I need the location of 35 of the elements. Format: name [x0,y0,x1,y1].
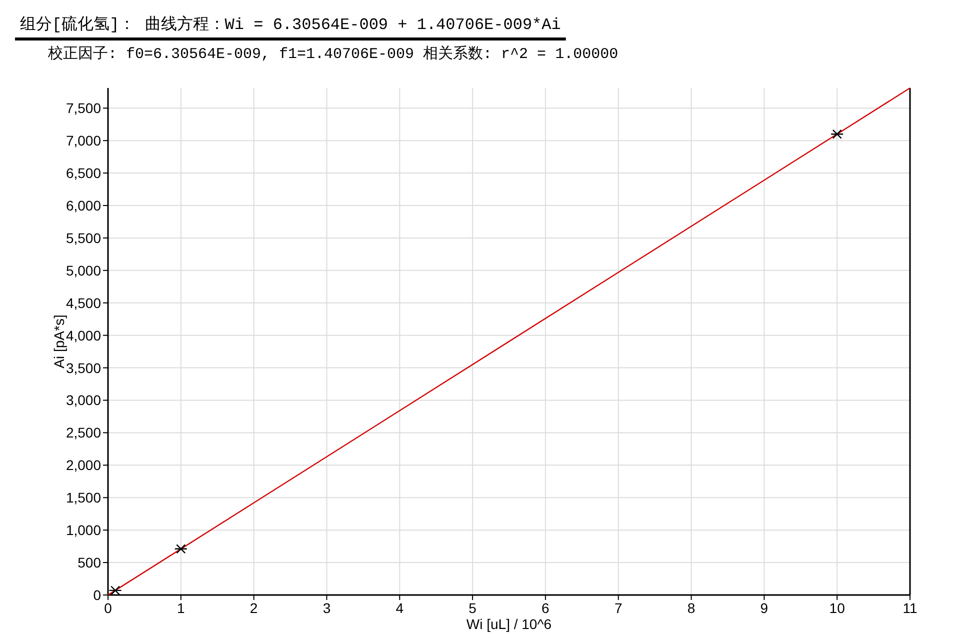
y-tick-label: 5,000 [66,262,102,278]
point [830,129,844,139]
chart-subtitle: 校正因子: f0=6.30564E-009, f1=1.40706E-009 相关系数: r^2 = 1.00000 [47,45,618,63]
x-tick-label: 11 [902,600,918,616]
y-tick-label: 3,500 [66,360,102,376]
x-tick-label: 10 [829,600,846,616]
x-tick-label: 9 [760,600,768,616]
x-tick-label: 1 [177,600,186,616]
y-tick-label: 4,000 [66,327,102,344]
y-tick-label: 2,500 [66,424,102,441]
x-tick-label: 5 [468,600,477,616]
x-axis-title: Wi [uL] / 10^6 [466,616,552,632]
y-tick-label: 6,000 [66,198,102,214]
x-tick-label: 0 [104,600,112,616]
x-tick-label: 2 [250,600,258,616]
chart-title: 组分[硫化氢]： 曲线方程：Wi = 6.30564E-009 + 1.40706E-009*Ai [20,15,561,34]
y-tick-label: 500 [78,554,102,571]
x-tick-label: 4 [396,600,404,616]
x-tick-label: 3 [322,600,331,616]
x-tick-label: 8 [687,600,696,616]
point [174,544,188,554]
point [108,586,122,596]
y-tick-label: 1,500 [66,490,102,506]
x-tick-label: 6 [542,600,550,616]
y-tick-label: 3,000 [66,392,102,408]
y-tick-label: 7,000 [66,132,102,149]
y-tick-label: 1,000 [66,522,102,538]
y-tick-label: 6,500 [66,165,102,182]
y-tick-label: 4,500 [66,294,102,311]
y-tick-label: 7,500 [66,100,102,116]
x-tick-label: 7 [614,600,622,616]
y-tick-label: 5,500 [66,230,102,246]
y-tick-label: 0 [93,587,102,603]
y-tick-label: 2,000 [66,457,102,474]
y-axis-title: Ai [pA*s] [51,314,67,368]
